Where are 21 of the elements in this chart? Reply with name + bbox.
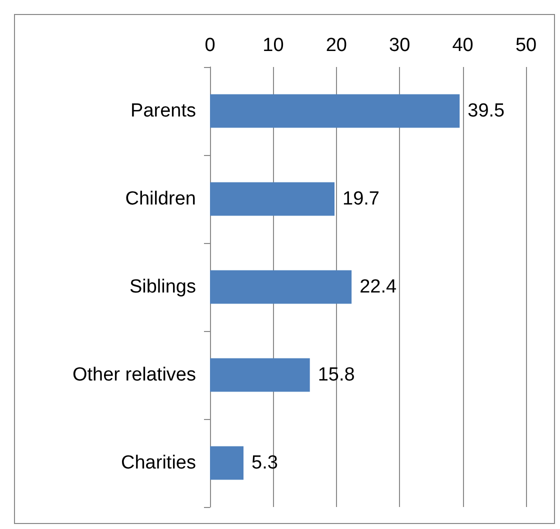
y-tick-label: Charities	[121, 452, 196, 474]
y-tick-label: Siblings	[129, 276, 196, 298]
x-tick-label: 10	[262, 35, 284, 56]
data-label: 15.8	[318, 364, 355, 386]
bar	[210, 446, 244, 480]
data-label: 39.5	[468, 100, 505, 122]
x-tick-label: 50	[515, 35, 537, 56]
y-tick-label: Parents	[130, 100, 196, 122]
data-label: 5.3	[251, 452, 278, 474]
bar	[210, 358, 310, 392]
data-label: 22.4	[360, 276, 397, 298]
bar	[210, 270, 352, 304]
x-tick-label: 0	[204, 35, 216, 56]
x-tick-label: 30	[389, 35, 410, 56]
x-tick-label: 40	[452, 35, 474, 56]
y-tick-label: Children	[125, 188, 196, 210]
y-tick-label: Other relatives	[72, 364, 196, 386]
bar	[210, 182, 335, 216]
x-tick-label: 20	[326, 35, 347, 56]
data-label: 19.7	[342, 188, 380, 210]
bar	[210, 94, 460, 128]
